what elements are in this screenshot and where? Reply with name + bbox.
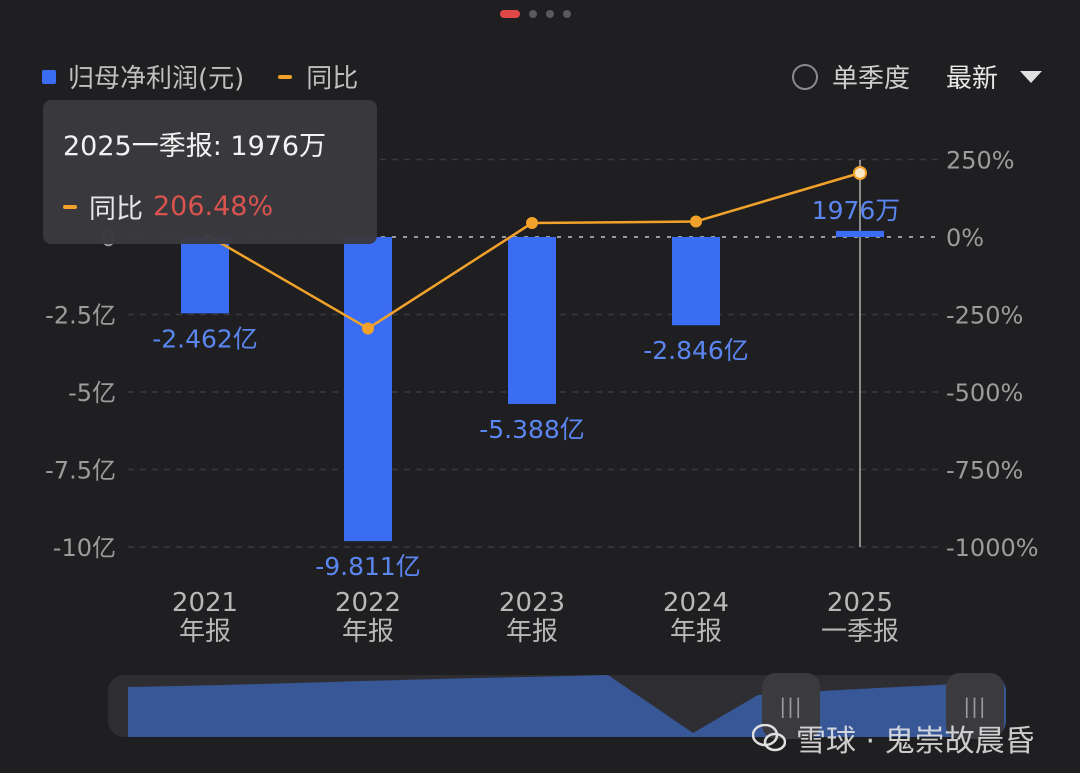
y2-tick-label: -250% [946, 302, 1023, 330]
y2-tick-label: -1000% [946, 534, 1039, 562]
x-tick-sublabel: 一季报 [821, 617, 899, 647]
line-legend-label: 同比 [306, 64, 359, 94]
chart-tooltip: 2025一季报: 1976万 同比 206.48% [43, 100, 377, 244]
bar-legend-icon [42, 69, 56, 84]
tooltip-row: 同比 206.48% [63, 187, 357, 226]
chart-legend: 归母净利润(元) 同比 [42, 58, 358, 95]
line-legend-icon [278, 74, 293, 79]
pager-dots [500, 10, 571, 18]
y-tick-label: -5亿 [68, 379, 116, 407]
single-quarter-label[interactable]: 单季度 [831, 64, 910, 94]
y2-tick-label: 250% [946, 147, 1015, 175]
y2-tick-label: -750% [946, 457, 1023, 485]
line-point [362, 322, 374, 335]
tooltip-row-label: 同比 [89, 194, 143, 225]
y-tick-label: -10亿 [53, 534, 116, 562]
chevron-down-icon[interactable] [1020, 70, 1042, 83]
bar [672, 237, 720, 326]
bar-data-label: -2.846亿 [643, 336, 749, 365]
x-tick-sublabel: 年报 [179, 617, 231, 647]
tooltip-title: 2025一季报: 1976万 [63, 131, 327, 162]
bar [836, 230, 884, 237]
y-tick-label: -2.5亿 [45, 302, 116, 330]
scrollbar-right-handle[interactable]: ||| [946, 673, 1004, 739]
x-tick-sublabel: 年报 [670, 617, 722, 647]
bar-data-label: -5.388亿 [479, 415, 585, 444]
chart-controls: 单季度 最新 [791, 58, 1042, 95]
y2-tick-label: 0% [946, 224, 984, 252]
watermark-text: 雪球 · 鬼崇故晨昏 [796, 724, 1035, 759]
x-tick-label: 2021 [172, 588, 238, 618]
line-point [526, 217, 538, 230]
bar [508, 237, 556, 405]
tooltip-row-value: 206.48% [153, 191, 274, 222]
bar [344, 237, 392, 542]
x-tick-label: 2023 [499, 588, 565, 618]
bar-data-label: -2.462亿 [152, 324, 258, 353]
x-tick-label: 2022 [335, 588, 401, 618]
x-tick-label: 2024 [663, 588, 729, 618]
y-tick-label: -7.5亿 [45, 457, 116, 485]
line-point [853, 165, 867, 180]
pager-dot[interactable] [500, 10, 520, 18]
watermark: 雪球 · 鬼崇故晨昏 [752, 716, 1035, 760]
pager-dot[interactable] [546, 10, 554, 18]
bar-data-label: 1976万 [812, 196, 901, 225]
tooltip-line-icon [63, 204, 77, 209]
x-tick-label: 2025 [827, 588, 893, 618]
latest-dropdown-label[interactable]: 最新 [945, 64, 998, 94]
pager-dot[interactable] [529, 10, 537, 18]
y2-tick-label: -500% [946, 379, 1023, 407]
wechat-icon [752, 724, 786, 752]
x-tick-sublabel: 年报 [342, 617, 394, 647]
bar-data-label: -9.811亿 [315, 552, 421, 581]
single-quarter-radio[interactable] [791, 63, 818, 90]
x-tick-sublabel: 年报 [506, 617, 558, 647]
line-point [690, 215, 702, 228]
bar-legend-label: 归母净利润(元) [68, 64, 245, 94]
bar [181, 237, 229, 314]
pager-dot[interactable] [563, 10, 571, 18]
